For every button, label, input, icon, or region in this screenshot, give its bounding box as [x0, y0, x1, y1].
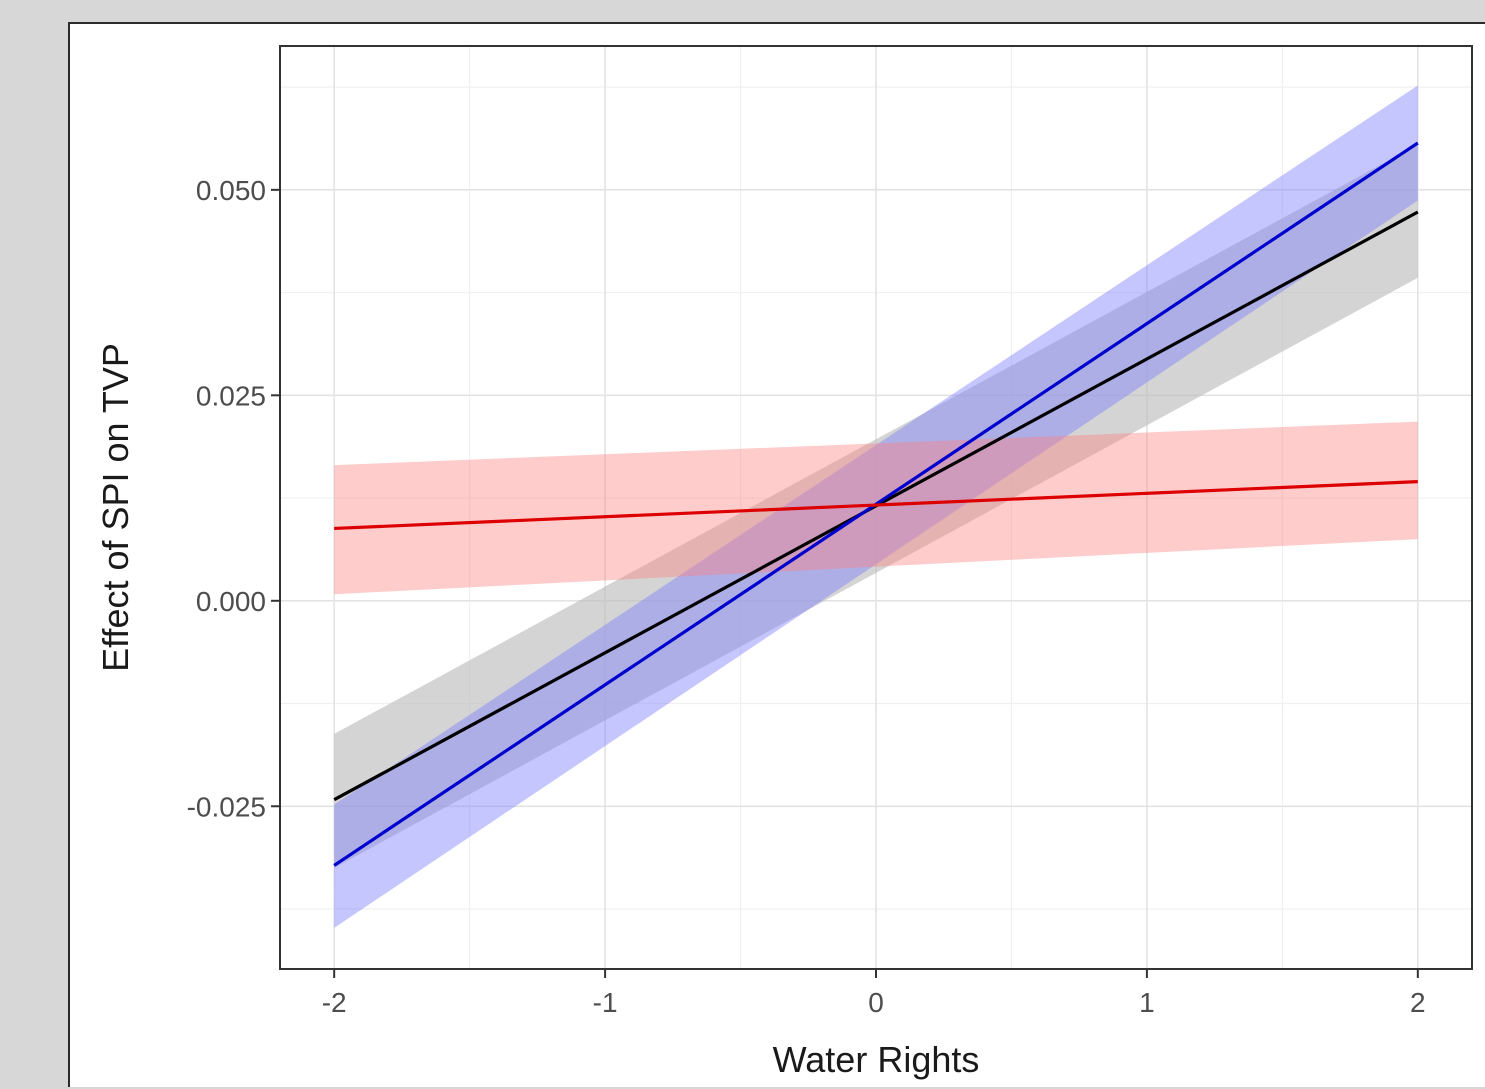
confidence-band-2 — [334, 421, 1418, 595]
x-tick-label: -1 — [593, 987, 618, 1018]
y-tick-label: 0.050 — [196, 175, 266, 206]
y-tick-label: -0.025 — [187, 791, 266, 822]
x-tick-label: -2 — [322, 987, 347, 1018]
y-tick-label: 0.000 — [196, 586, 266, 617]
x-tick-label: 1 — [1139, 987, 1155, 1018]
y-axis-title: Effect of SPI on TVP — [95, 343, 136, 672]
x-tick-label: 0 — [868, 987, 884, 1018]
series-lines — [333, 141, 1419, 867]
chart-frame: -2 -1 0 1 2 -0.025 0.000 0.025 0.050 Water Right… — [68, 22, 1485, 1087]
series-line-2 — [334, 480, 1418, 531]
x-axis-title: Water Rights — [773, 1039, 980, 1080]
chart: -2 -1 0 1 2 -0.025 0.000 0.025 0.050 Water Right… — [95, 45, 1473, 1080]
y-tick-label: 0.025 — [196, 380, 266, 411]
axis-ticks: -2 -1 0 1 2 -0.025 0.000 0.025 0.050 — [187, 175, 1426, 1018]
x-tick-label: 2 — [1410, 987, 1426, 1018]
